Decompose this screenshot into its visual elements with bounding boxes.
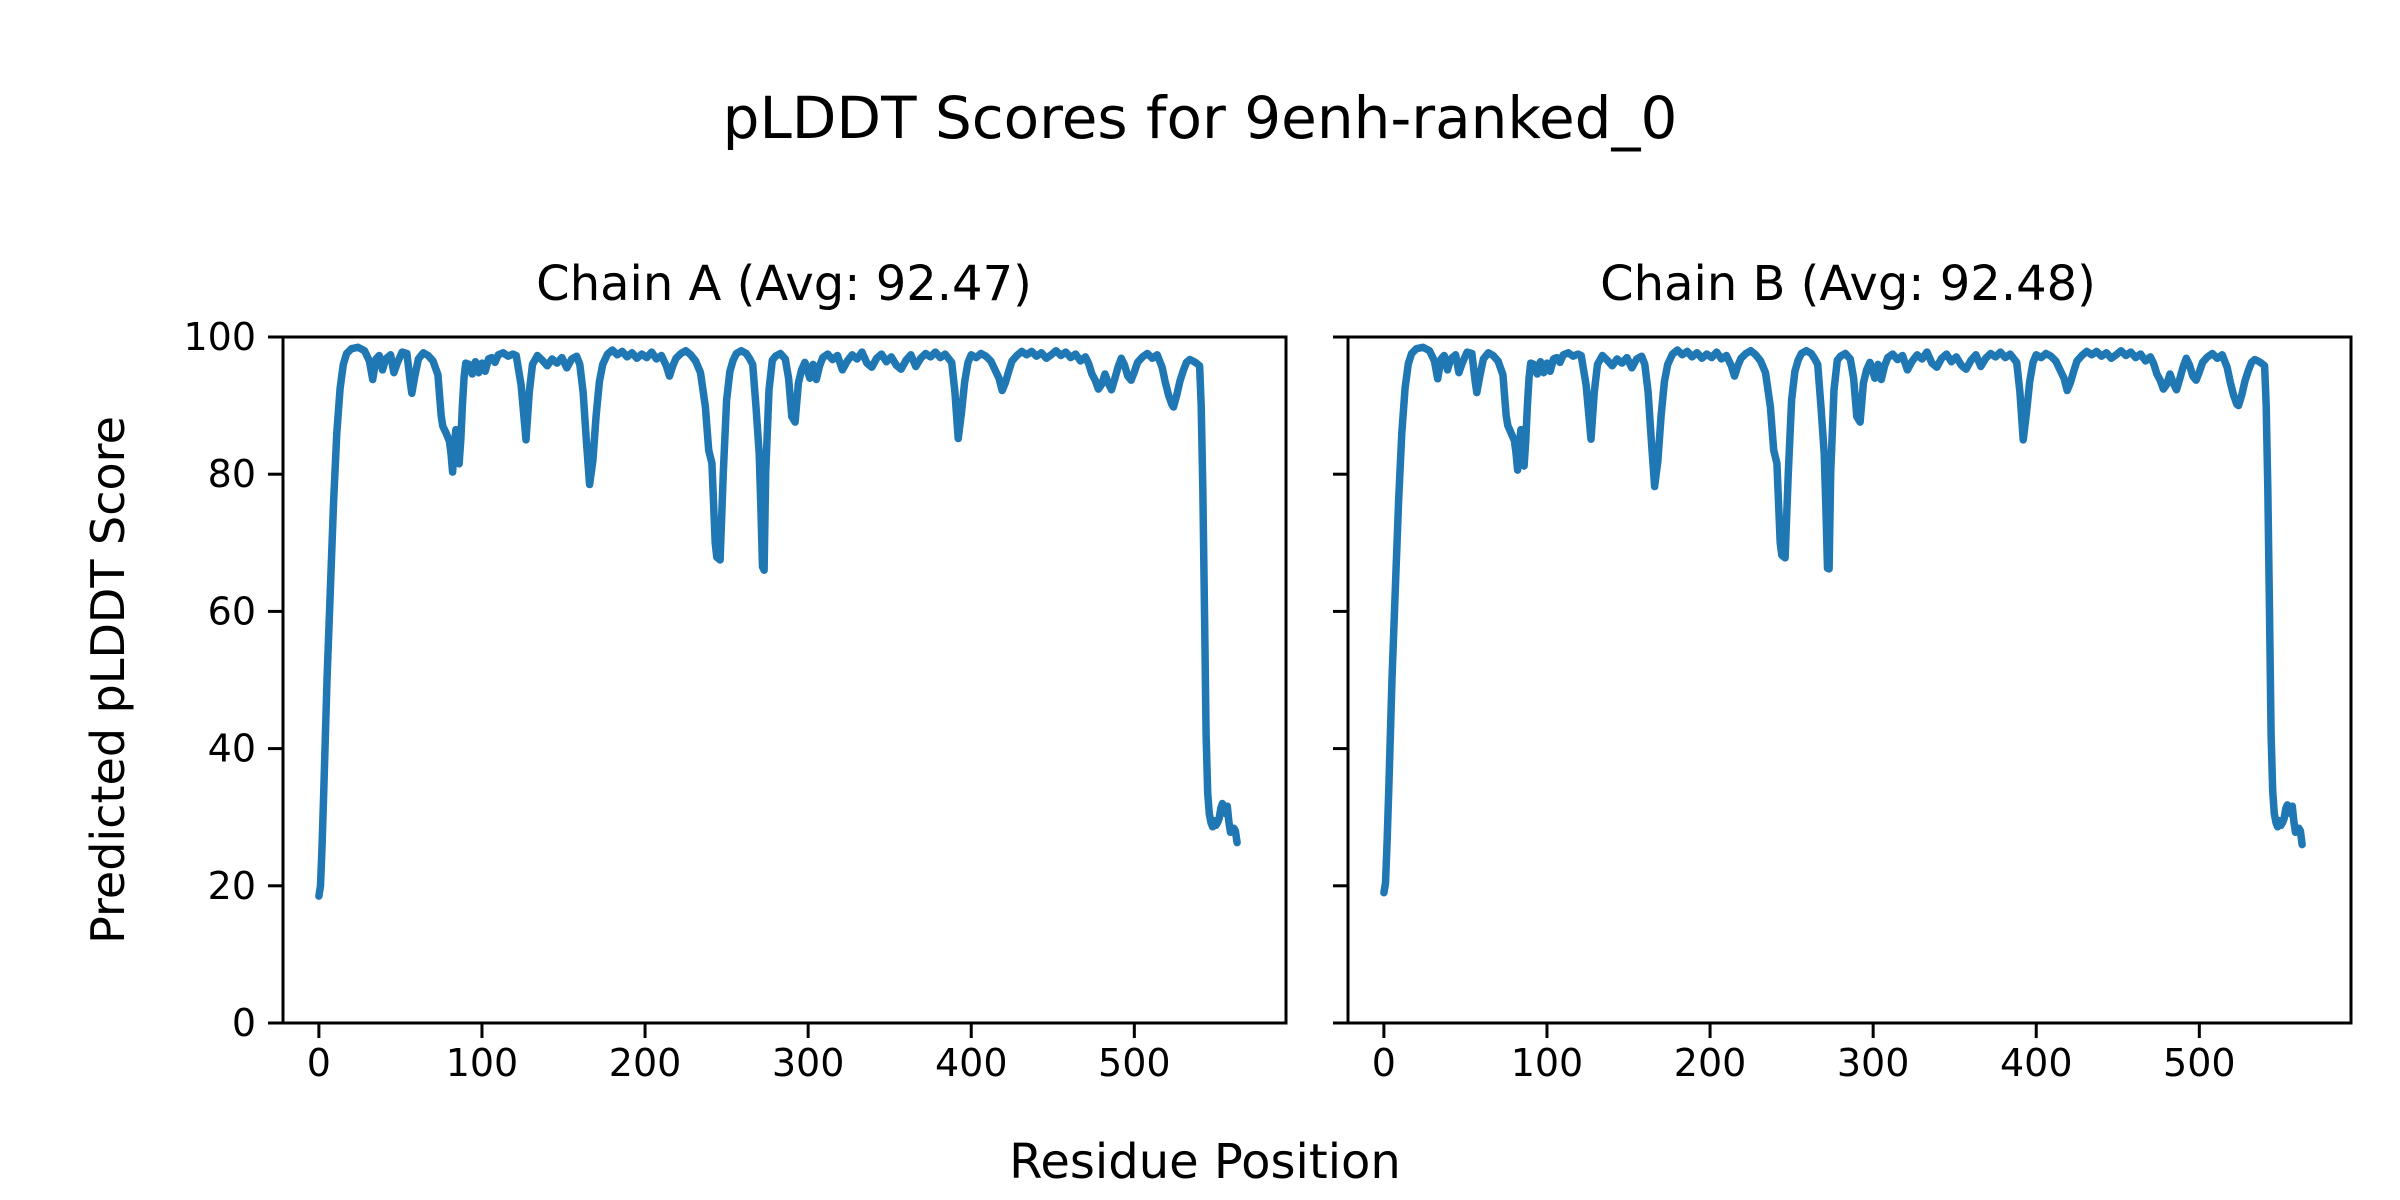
x-tick-label: 400 bbox=[2000, 1041, 2073, 1085]
y-axis-label: Predicted pLDDT Score bbox=[81, 416, 135, 944]
x-tick-label: 500 bbox=[1098, 1041, 1171, 1085]
chain-b-title: Chain B (Avg: 92.48) bbox=[1600, 256, 2096, 312]
x-tick-label: 200 bbox=[609, 1041, 682, 1085]
chain-a-title: Chain A (Avg: 92.47) bbox=[536, 256, 1032, 312]
x-tick-label: 0 bbox=[1372, 1041, 1396, 1085]
x-tick-label: 300 bbox=[772, 1041, 845, 1085]
x-tick-label: 400 bbox=[935, 1041, 1008, 1085]
y-tick-label: 0 bbox=[232, 1001, 256, 1045]
y-tick-label: 100 bbox=[183, 315, 256, 359]
y-tick-label: 40 bbox=[208, 727, 256, 771]
y-tick-label: 20 bbox=[208, 864, 256, 908]
figure-title: pLDDT Scores for 9enh-ranked_0 bbox=[722, 84, 1678, 152]
y-tick-label: 80 bbox=[208, 452, 256, 496]
y-tick-label: 60 bbox=[208, 589, 256, 633]
x-tick-label: 200 bbox=[1674, 1041, 1747, 1085]
axes-spines bbox=[1346, 335, 2353, 1025]
chain-a-axes: 0 100 200 300 400 500 0 20 40 60 80 100 bbox=[183, 315, 1288, 1085]
plddt-line bbox=[315, 343, 1241, 900]
x-axis-label: Residue Position bbox=[1009, 1134, 1401, 1190]
x-tick-label: 100 bbox=[446, 1041, 519, 1085]
x-tick-label: 100 bbox=[1511, 1041, 1584, 1085]
axes-spines bbox=[281, 335, 1288, 1025]
plddt-line bbox=[1380, 343, 2306, 897]
x-tick-label: 0 bbox=[307, 1041, 331, 1085]
x-tick-label: 500 bbox=[2163, 1041, 2236, 1085]
x-tick-label: 300 bbox=[1837, 1041, 1910, 1085]
chain-b-axes: 0 100 200 300 400 500 bbox=[1333, 335, 2353, 1085]
